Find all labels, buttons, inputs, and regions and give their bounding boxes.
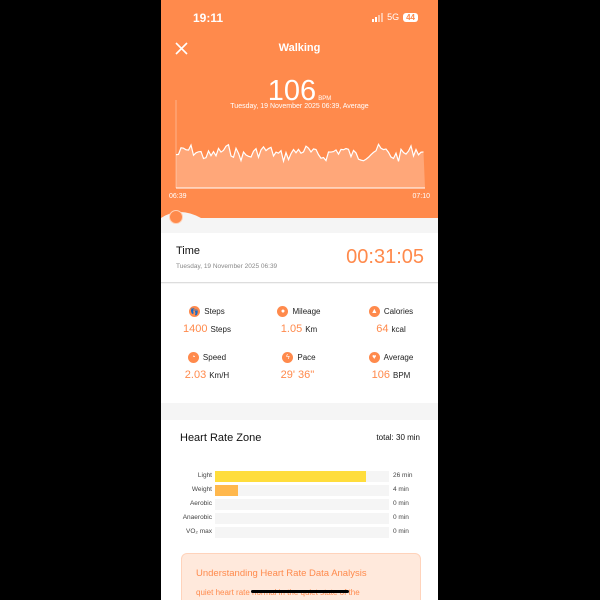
flame-icon: ▲ [368, 306, 380, 317]
metric-label-text: Mileage [292, 307, 321, 316]
zone-value: 26 min [393, 472, 413, 479]
metric-unit: Km/H [209, 371, 230, 380]
metric-label: ▲ Calories [345, 306, 437, 317]
metric-value: 2.03 Km/H [161, 369, 253, 381]
zone-value: 4 min [393, 486, 409, 493]
metric-value: 1.05 Km [253, 323, 345, 335]
heart-rate-area [176, 144, 425, 188]
metric-number: 1.05 [280, 323, 303, 335]
heart-rate-line [175, 142, 424, 164]
metric-label-text: Speed [202, 353, 227, 362]
metrics-grid: 👣 Steps 1400 Steps ● Mileage 1.05 Km ▲ Calories… [161, 284, 438, 403]
zone-title: Heart Rate Zone [180, 432, 262, 444]
metric-calories: ▲ Calories 64 kcal [345, 306, 437, 335]
speed-icon: ◔ [187, 352, 199, 363]
metric-label-text: Average [383, 353, 414, 362]
location-pin-icon: ● [277, 306, 289, 317]
metric-label: ϟ Pace [253, 352, 345, 363]
metric-number: 64 [376, 323, 389, 335]
battery-icon: 44 [403, 12, 418, 22]
time-date: Tuesday, 19 November 2025 06:39 [176, 263, 278, 270]
zone-bar-track [215, 471, 389, 482]
zone-label: Light [197, 472, 212, 479]
metric-label: ♥ Average [345, 352, 437, 363]
network-label: 5G [387, 12, 400, 22]
zone-value: 0 min [393, 500, 409, 507]
bpm-unit: BPM [318, 96, 332, 102]
chart-start-time: 06:39 [169, 193, 187, 200]
metric-pace: ϟ Pace 29' 36'' [253, 352, 345, 381]
zone-bar-fill [215, 471, 366, 482]
phone-screen: 19:11 5G 44 Walking 106 BPM Tuesday, 19 N… [161, 0, 438, 600]
heart-rate-chart[interactable] [161, 95, 438, 195]
zone-bar-track [215, 499, 389, 510]
zone-bar-track [215, 527, 389, 538]
metric-label-text: Calories [383, 307, 414, 316]
metric-value: 1400 Steps [161, 323, 253, 335]
footprint-icon: 👣 [189, 306, 201, 317]
metric-speed: ◔ Speed 2.03 Km/H [161, 352, 253, 381]
zone-row: Light 26 min [161, 471, 438, 482]
timeline-slider-handle[interactable] [169, 210, 183, 224]
heart-rate-zone-card: Heart Rate Zone total: 30 min Light 26 m… [161, 420, 438, 600]
zone-total: total: 30 min [376, 433, 420, 442]
zone-value: 0 min [393, 514, 409, 521]
metric-unit: Steps [210, 325, 231, 334]
home-indicator [251, 590, 349, 593]
metric-value: 29' 36'' [253, 369, 345, 381]
metric-number: 2.03 [184, 369, 207, 381]
metric-value: 106 BPM [345, 369, 437, 381]
zone-row: Aerobic 0 min [161, 499, 438, 510]
metric-label-text: Pace [297, 353, 316, 362]
metric-label: ● Mileage [253, 306, 345, 317]
metric-label: ◔ Speed [161, 352, 253, 363]
zone-label: Aerobic [189, 500, 212, 507]
metric-mileage: ● Mileage 1.05 Km [253, 306, 345, 335]
time-card: Time Tuesday, 19 November 2025 06:39 00:… [161, 233, 438, 283]
metric-number: 1400 [183, 323, 208, 335]
zone-row: VO₂ max 0 min [161, 527, 438, 538]
status-time: 19:11 [193, 11, 224, 25]
metric-steps: 👣 Steps 1400 Steps [161, 306, 253, 335]
time-label: Time [176, 245, 201, 257]
metric-number: 29' 36'' [280, 369, 315, 381]
zone-bar-fill [215, 485, 239, 496]
zone-label: Weight [191, 486, 212, 493]
metric-number: 106 [371, 369, 390, 381]
signal-icon [372, 12, 384, 22]
close-icon[interactable] [175, 42, 188, 55]
duration-value: 00:31:05 [346, 246, 424, 268]
heart-rate-date: Tuesday, 19 November 2025 06:39, Average [230, 103, 369, 110]
metric-label: 👣 Steps [161, 306, 253, 317]
slider-track [161, 212, 438, 222]
page-title: Walking [278, 42, 321, 54]
zone-label: Anaerobic [182, 514, 212, 521]
metric-label-text: Steps [204, 307, 225, 316]
zone-row: Weight 4 min [161, 485, 438, 496]
zone-row: Anaerobic 0 min [161, 513, 438, 524]
analysis-title: Understanding Heart Rate Data Analysis [196, 568, 367, 579]
zone-bar-track [215, 513, 389, 524]
zone-label: VO₂ max [186, 528, 212, 535]
bpm-number: 106 [267, 75, 317, 107]
heart-icon: ♥ [368, 352, 380, 363]
bpm-value: 106 BPM [161, 75, 438, 108]
metric-unit: BPM [393, 371, 411, 380]
metric-unit: Km [305, 325, 318, 334]
header: 19:11 5G 44 Walking 106 BPM Tuesday, 19 N… [161, 0, 438, 224]
lightning-icon: ϟ [282, 352, 294, 363]
status-icons: 5G 44 [372, 12, 418, 22]
zone-bar-track [215, 485, 389, 496]
zone-value: 0 min [393, 528, 409, 535]
chart-end-time: 07:10 [412, 193, 430, 200]
metric-value: 64 kcal [345, 323, 437, 335]
metric-unit: kcal [391, 325, 406, 334]
metric-average: ♥ Average 106 BPM [345, 352, 437, 381]
